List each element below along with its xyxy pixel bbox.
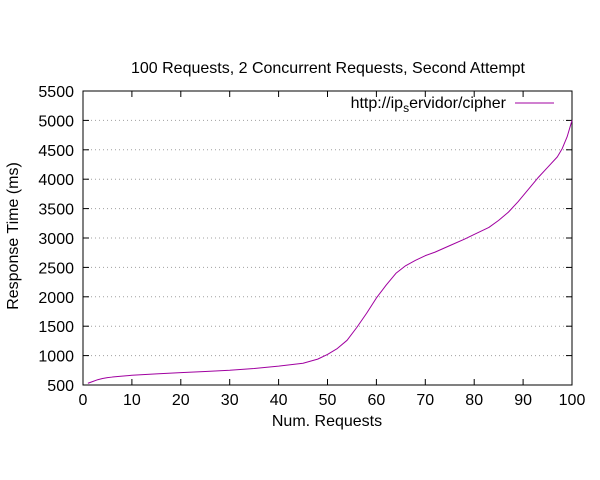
x-tick-label: 70 [416, 392, 434, 409]
x-tick-label: 50 [319, 392, 337, 409]
legend-label-prefix: http://ip [351, 95, 404, 112]
series-layer [87, 120, 573, 384]
grid-lines [83, 119, 572, 357]
y-tick-label: 1000 [38, 349, 74, 366]
series-line-cipher [87, 120, 573, 384]
y-tick-label: 3500 [38, 202, 74, 219]
y-tick-label: 1500 [38, 319, 74, 336]
y-tick-label: 2000 [38, 290, 74, 307]
y-tick-label: 2500 [38, 260, 74, 277]
legend-label-suffix: ervidor/cipher [409, 95, 507, 112]
y-axis-title: Response Time (ms) [5, 162, 22, 310]
x-tick-label: 0 [79, 392, 88, 409]
x-tick-label: 90 [514, 392, 532, 409]
y-tick-label: 3000 [38, 231, 74, 248]
y-tick-label: 4000 [38, 172, 74, 189]
legend-label: http://ipservidor/cipher [351, 95, 507, 115]
x-tick-label: 30 [221, 392, 239, 409]
y-tick-label: 5500 [38, 84, 74, 101]
x-tick-label: 100 [559, 392, 586, 409]
legend-label-subscript: s [403, 101, 409, 115]
chart-title: 100 Requests, 2 Concurrent Requests, Sec… [131, 60, 526, 77]
y-tick-label: 4500 [38, 143, 74, 160]
y-tick-label: 5000 [38, 113, 74, 130]
x-tick-label: 60 [368, 392, 386, 409]
ticks: 5001000150020002500300035004000450050005… [38, 84, 585, 409]
legend: http://ipservidor/cipher [351, 95, 554, 115]
x-tick-label: 10 [123, 392, 141, 409]
x-tick-label: 20 [172, 392, 190, 409]
y-tick-label: 500 [47, 378, 74, 395]
x-axis-title: Num. Requests [272, 413, 382, 430]
x-tick-label: 40 [270, 392, 288, 409]
x-tick-label: 80 [465, 392, 483, 409]
